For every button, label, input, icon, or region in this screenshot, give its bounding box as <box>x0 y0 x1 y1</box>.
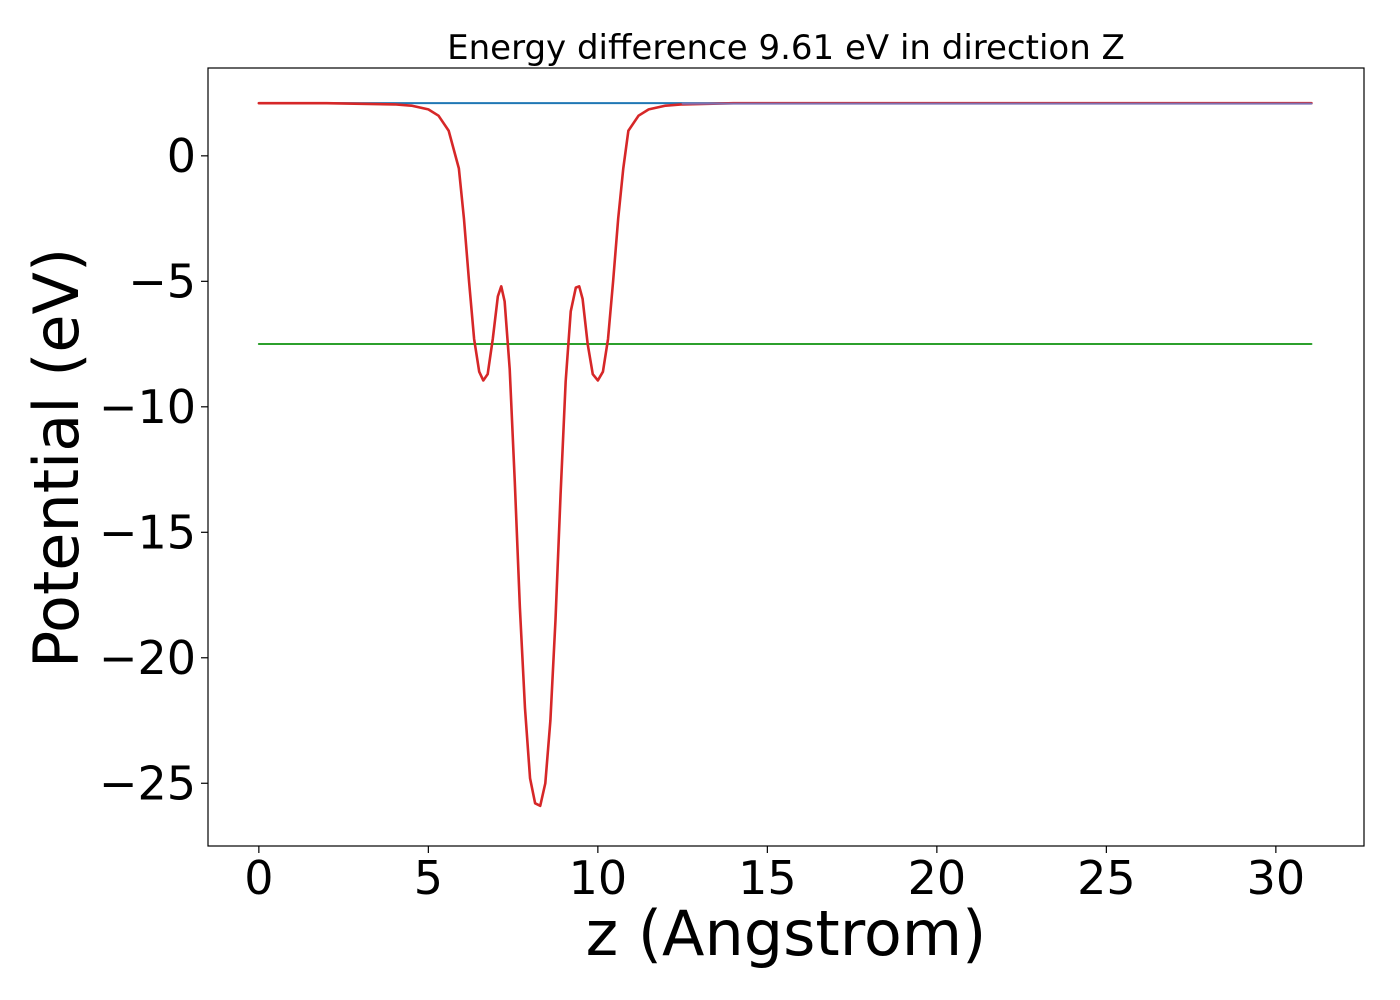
x-tick-label: 5 <box>414 851 443 905</box>
y-tick-label: −10 <box>99 380 196 434</box>
x-tick-label: 0 <box>244 851 273 905</box>
x-axis-label: z (Angstrom) <box>586 897 987 970</box>
plot-frame <box>207 67 1365 847</box>
x-tick-label: 10 <box>569 851 628 905</box>
y-tick-label: −25 <box>99 756 196 810</box>
series-line-2 <box>257 101 1313 808</box>
y-tick-label: 0 <box>167 129 196 183</box>
ticks-layer: 0 5 10 15 20 25 30 0 −5 −10 −15 −20 −25 <box>99 129 1305 905</box>
y-tick-label: −15 <box>99 505 196 559</box>
x-tick-label: 20 <box>908 851 967 905</box>
x-tick-label: 15 <box>738 851 797 905</box>
chart-title: Energy difference 9.61 eV in direction Z <box>447 28 1125 68</box>
x-tick-label: 30 <box>1247 851 1306 905</box>
x-tick-label: 25 <box>1077 851 1136 905</box>
y-tick-label: −20 <box>99 631 196 685</box>
y-tick-label: −5 <box>128 254 196 308</box>
series-layer <box>257 101 1313 808</box>
y-axis-label: Potential (eV) <box>20 248 93 668</box>
